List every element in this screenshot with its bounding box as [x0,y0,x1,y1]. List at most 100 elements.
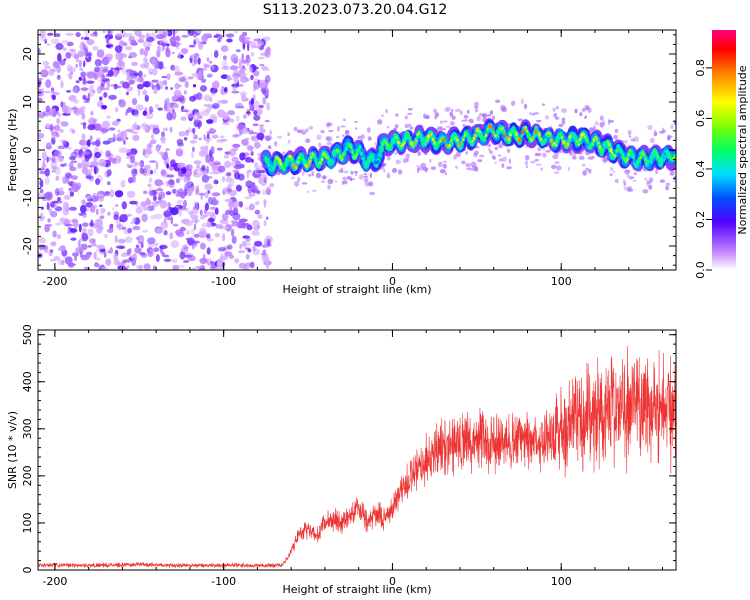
noise-speckle [211,196,217,206]
noise-speckle [184,207,189,212]
noise-speckle [178,187,184,193]
noise-speckle [224,198,233,203]
noise-speckle [107,30,111,34]
track-blob [373,160,377,165]
track-blob [284,163,287,167]
track-halo-speckle [561,120,566,125]
noise-speckle [66,64,73,72]
track-blob [342,153,345,157]
noise-speckle [206,119,214,124]
noise-speckle [196,92,203,101]
track-blob [393,135,397,139]
noise-speckle [64,106,72,115]
track-blob [281,166,284,169]
noise-speckle [102,192,110,197]
noise-speckle [215,266,223,270]
noise-speckle [176,36,181,42]
noise-speckle [232,201,240,209]
noise-speckle [152,127,160,135]
track-blob [609,148,613,153]
noise-speckle [253,38,259,42]
noise-speckle [218,247,227,252]
noise-speckle [70,49,77,58]
track-halo-speckle [470,161,477,167]
track-blob [420,134,422,138]
track-halo-speckle [610,167,614,171]
noise-speckle [89,238,95,244]
track-halo-speckle [305,138,310,141]
track-halo-speckle [344,129,350,136]
track-blob [410,141,414,146]
track-halo-speckle [430,166,437,171]
noise-speckle [91,141,98,146]
track-blob [380,147,383,150]
noise-speckle [50,211,58,218]
track-blob [504,135,507,139]
noise-speckle [78,223,82,233]
noise-speckle [195,30,202,34]
noise-speckle [247,42,250,52]
track-halo-speckle [534,158,539,162]
track-blob [454,136,457,140]
track-halo-speckle [383,168,386,173]
noise-speckle [191,151,195,158]
track-halo-speckle [386,126,390,129]
noise-speckle [65,52,72,59]
noise-speckle [226,187,232,193]
track-halo-speckle [588,168,592,174]
noise-speckle [64,173,71,176]
noise-speckle [87,198,93,202]
track-halo-speckle [502,156,507,163]
track-blob [652,154,655,158]
noise-speckle [250,51,255,57]
noise-speckle [132,225,141,231]
track-blob [605,142,608,146]
track-blob [626,157,629,162]
track-blob [294,165,298,170]
noise-speckle [148,177,153,184]
track-blob [633,158,637,163]
noise-speckle [69,228,78,233]
track-blob [509,133,512,137]
noise-speckle [176,231,185,238]
track-blob [338,149,340,153]
track-blob [524,125,527,130]
track-blob [431,137,435,142]
noise-speckle [180,116,187,121]
track-blob [658,159,661,162]
noise-speckle [230,120,235,123]
track-halo-speckle [404,115,408,120]
noise-speckle [44,176,50,185]
track-halo-speckle [353,171,359,174]
track-halo-speckle [582,109,585,112]
track-halo-speckle [269,183,275,188]
track-halo-speckle [308,173,312,177]
track-blob [632,155,635,160]
noise-speckle [161,42,168,47]
noise-speckle [68,206,77,211]
noise-speckle [235,115,240,122]
noise-speckle [128,52,138,58]
noise-speckle [248,130,254,135]
track-halo-speckle [418,166,425,171]
noise-speckle [206,247,211,255]
noise-speckle [222,121,230,126]
noise-speckle [83,76,86,85]
noise-speckle [143,172,152,177]
noise-speckle [143,49,148,57]
track-halo-speckle [473,101,479,107]
snr-y-ticks: 0 100 200 300 400 500 [21,324,676,574]
noise-speckle [199,242,206,250]
noise-speckle [166,217,172,220]
track-blob [371,155,374,159]
noise-speckle [250,151,254,156]
track-blob [324,153,327,157]
track-blob [278,158,281,163]
noise-speckle [134,247,142,254]
y-tick-label: 200 [21,465,34,486]
noise-speckle [95,72,102,78]
track-blob [272,165,275,170]
noise-speckle [206,165,210,173]
noise-speckle [131,175,136,183]
track-halo-speckle [267,145,272,150]
